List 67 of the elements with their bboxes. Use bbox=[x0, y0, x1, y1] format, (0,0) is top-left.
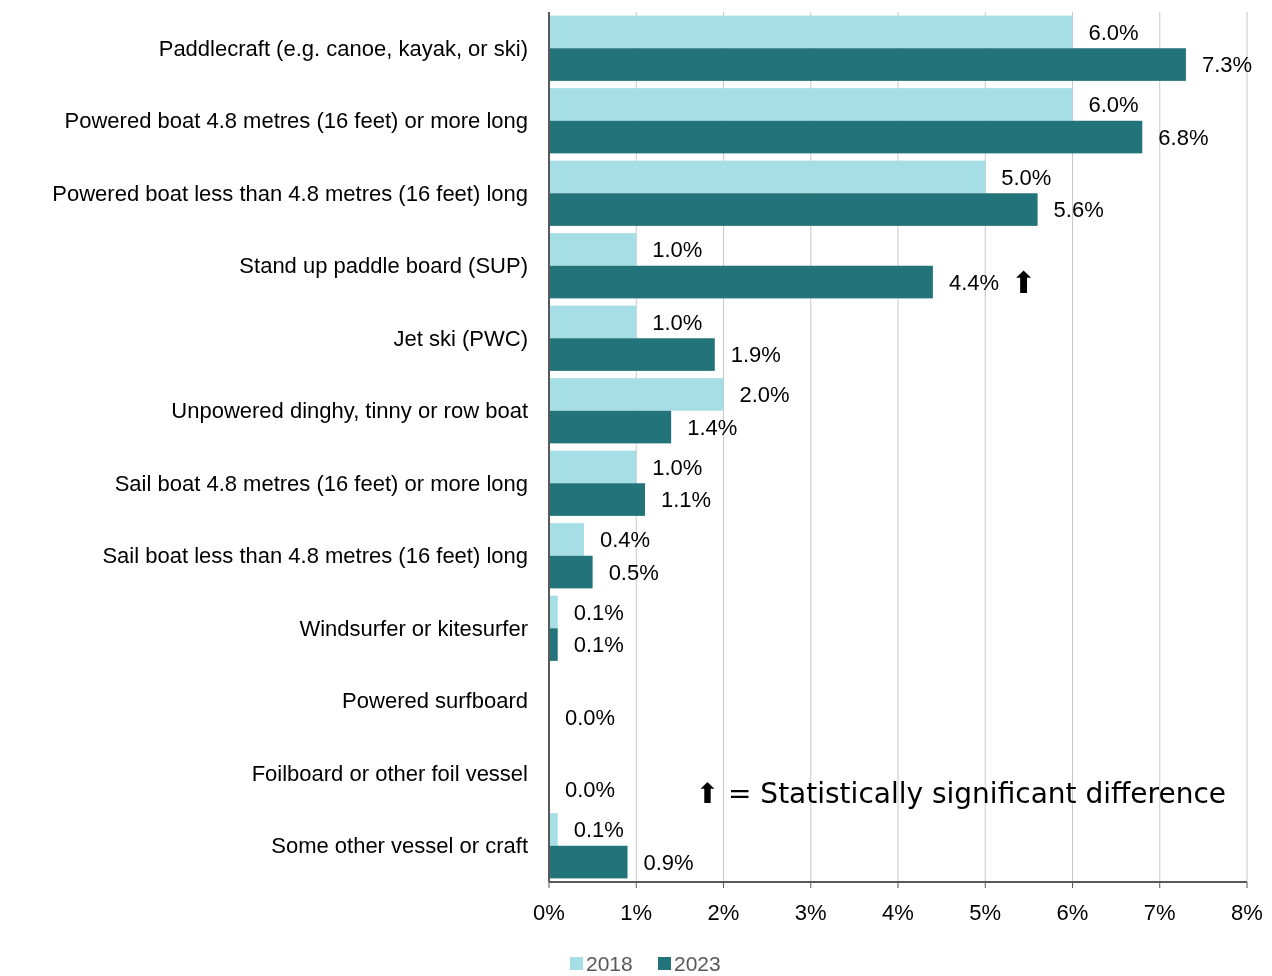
x-tick-label: 6% bbox=[1056, 899, 1089, 925]
data-label: 0.4% bbox=[599, 527, 651, 553]
y-tick-label: Stand up paddle board (SUP) bbox=[239, 253, 528, 279]
data-label: 0.5% bbox=[608, 559, 659, 585]
bar bbox=[549, 813, 558, 846]
data-label: 5.0% bbox=[1001, 164, 1052, 190]
bar bbox=[549, 88, 1073, 121]
bar bbox=[549, 410, 672, 444]
x-tick-label: 4% bbox=[882, 899, 914, 925]
data-label: 1.0% bbox=[652, 454, 703, 480]
y-tick-label: Powered surfboard bbox=[342, 688, 528, 714]
bar bbox=[549, 523, 584, 556]
bar bbox=[549, 48, 1186, 81]
y-tick-label: Foilboard or other foil vessel bbox=[251, 760, 528, 786]
data-label: 2.0% bbox=[739, 382, 790, 408]
bar bbox=[549, 595, 558, 629]
x-tick-label: 1% bbox=[620, 899, 653, 925]
bar bbox=[549, 628, 558, 661]
y-tick-label: Jet ski (PWC) bbox=[393, 325, 528, 351]
data-label: 5.6% bbox=[1053, 197, 1104, 223]
annotation: ⬆ bbox=[1010, 264, 1037, 300]
data-label: 0.1% bbox=[573, 817, 624, 843]
data-label: 6.0% bbox=[1088, 92, 1139, 118]
x-tick-label: 0% bbox=[533, 899, 565, 925]
x-tick-label: 3% bbox=[794, 899, 827, 925]
bar bbox=[549, 233, 637, 266]
data-label: 0.1% bbox=[573, 632, 624, 658]
annotation: ⬆ = Statistically significant difference bbox=[695, 776, 1226, 810]
data-label: 7.3% bbox=[1201, 52, 1253, 78]
y-tick-label: Paddlecraft (e.g. canoe, kayak, or ski) bbox=[158, 35, 528, 61]
bar bbox=[549, 338, 715, 371]
data-label: 1.0% bbox=[652, 309, 703, 335]
x-tick-label: 8% bbox=[1231, 899, 1263, 925]
bar bbox=[549, 378, 724, 411]
data-label: 1.4% bbox=[687, 414, 738, 440]
legend-label: 2018 bbox=[586, 952, 633, 976]
data-label: 1.1% bbox=[660, 487, 712, 513]
bar bbox=[549, 555, 593, 589]
data-label: 0.0% bbox=[565, 704, 616, 730]
data-label: 1.0% bbox=[652, 237, 703, 263]
data-label: 4.4% bbox=[948, 269, 1000, 295]
data-label: 6.8% bbox=[1158, 124, 1209, 150]
data-label: 6.0% bbox=[1088, 19, 1139, 45]
y-tick-label: Powered boat 4.8 metres (16 feet) or more long bbox=[64, 108, 528, 134]
y-tick-label: Windsurfer or kitesurfer bbox=[299, 615, 528, 641]
x-tick-label: 7% bbox=[1143, 899, 1176, 925]
y-tick-label: Sail boat 4.8 metres (16 feet) or more long bbox=[114, 470, 528, 496]
bar bbox=[549, 845, 628, 879]
x-tick-label: 2% bbox=[707, 899, 740, 925]
bar bbox=[549, 15, 1073, 49]
data-label: 0.1% bbox=[573, 599, 624, 625]
y-tick-label: Powered boat less than 4.8 metres (16 feet) long bbox=[52, 180, 528, 206]
bar bbox=[549, 305, 637, 339]
y-tick-label: Sail boat less than 4.8 metres (16 feet) long bbox=[102, 543, 528, 569]
y-tick-label: Some other vessel or craft bbox=[271, 833, 528, 859]
bar bbox=[549, 483, 645, 516]
bar bbox=[549, 450, 637, 484]
legend-label: 2023 bbox=[674, 952, 721, 976]
x-tick-label: 5% bbox=[969, 899, 1002, 925]
data-label: 1.9% bbox=[730, 342, 781, 368]
data-label: 0.9% bbox=[643, 849, 694, 875]
bar bbox=[549, 160, 986, 194]
data-label: 0.0% bbox=[565, 777, 616, 803]
bar bbox=[549, 120, 1143, 154]
bar bbox=[549, 265, 933, 299]
bar bbox=[549, 193, 1038, 226]
y-tick-label: Unpowered dinghy, tinny or row boat bbox=[171, 398, 528, 424]
